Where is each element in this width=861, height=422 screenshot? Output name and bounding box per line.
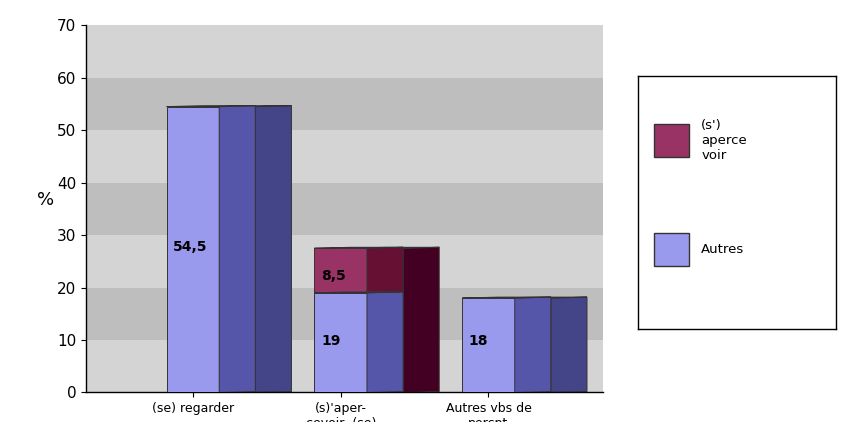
Bar bbox=[86, 287, 603, 340]
Polygon shape bbox=[219, 106, 255, 392]
Polygon shape bbox=[498, 298, 550, 392]
Polygon shape bbox=[461, 297, 550, 298]
Bar bbox=[86, 78, 603, 130]
Bar bbox=[86, 183, 603, 235]
Text: Autres: Autres bbox=[701, 243, 744, 256]
Bar bbox=[86, 130, 603, 183]
Polygon shape bbox=[550, 297, 586, 392]
Bar bbox=[86, 25, 603, 78]
Polygon shape bbox=[314, 247, 403, 248]
Polygon shape bbox=[166, 106, 255, 107]
Bar bbox=[653, 124, 689, 157]
Bar bbox=[86, 235, 603, 287]
Polygon shape bbox=[403, 247, 439, 392]
Y-axis label: %: % bbox=[37, 191, 54, 209]
Text: 18: 18 bbox=[468, 334, 487, 348]
Bar bbox=[653, 233, 689, 266]
Polygon shape bbox=[367, 247, 403, 392]
Bar bbox=[86, 340, 603, 392]
Text: 54,5: 54,5 bbox=[173, 240, 208, 254]
Polygon shape bbox=[255, 106, 291, 392]
Text: 19: 19 bbox=[320, 334, 340, 348]
Polygon shape bbox=[514, 297, 550, 392]
Polygon shape bbox=[202, 107, 255, 392]
Text: 8,5: 8,5 bbox=[320, 269, 345, 283]
Polygon shape bbox=[314, 293, 367, 392]
Text: (s')
aperce
voir: (s') aperce voir bbox=[701, 119, 746, 162]
Polygon shape bbox=[350, 247, 439, 248]
Polygon shape bbox=[314, 292, 403, 293]
Polygon shape bbox=[166, 107, 219, 392]
Polygon shape bbox=[367, 292, 403, 392]
Polygon shape bbox=[498, 297, 586, 298]
Polygon shape bbox=[461, 298, 514, 392]
Polygon shape bbox=[314, 248, 367, 392]
Polygon shape bbox=[202, 106, 291, 107]
Polygon shape bbox=[350, 248, 403, 392]
